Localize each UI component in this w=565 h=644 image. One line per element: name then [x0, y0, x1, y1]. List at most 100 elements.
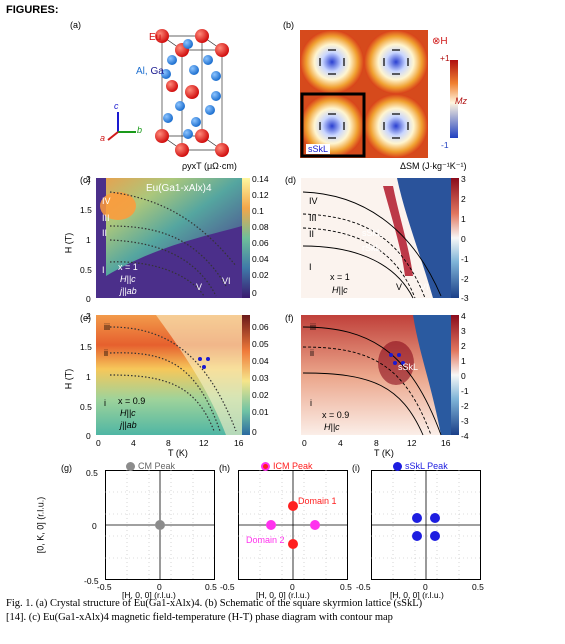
c-phase-iii: III [102, 213, 110, 223]
i-xtick-left: -0.5 [356, 582, 371, 592]
c-ytick-1.5: 1.5 [80, 205, 92, 215]
f-xtick-0: 0 [302, 438, 307, 448]
f-cbar-tick-4: 0 [461, 371, 466, 381]
c-cbar-tick-1: 0.12 [252, 190, 269, 200]
d-cbar-tick-6: -3 [461, 293, 469, 303]
panel-label-h: (h) [219, 463, 230, 473]
e-ylabel: H (T) [63, 368, 74, 390]
c-cbar-tick-5: 0.04 [252, 254, 269, 264]
c-phase-i: I [102, 265, 105, 275]
c-phase-iv: IV [102, 196, 111, 206]
axis-a-label: a [100, 133, 106, 143]
e-xlabel: T (K) [168, 448, 188, 458]
figures-heading: FIGURES: [6, 4, 59, 16]
i-xlabel: [H, 0, 0] (r.l.u.) [390, 590, 444, 600]
e-cbar-tick-6: 0 [252, 427, 257, 437]
e-ytick-0: 0 [86, 431, 91, 441]
d-note-x: x = 1 [330, 272, 350, 282]
h-xtick-right: 0.5 [340, 582, 352, 592]
f-xtick-8: 8 [374, 438, 379, 448]
figure-caption: Fig. 1. (a) Crystal structure of Eu(Ga1-… [6, 597, 559, 625]
d-cbar-tick-1: 2 [461, 194, 466, 204]
caption-line-2: [14]. (c) Eu(Ga1-xAlx)4 magnetic field-t… [6, 612, 393, 623]
c-phase-v: V [196, 282, 203, 292]
sskl-peak-legend: sSkL Peak [405, 461, 448, 471]
c-note-x: x = 1 [118, 262, 138, 272]
f-note-x: x = 0.9 [322, 410, 350, 420]
f-note-h: H||c [324, 422, 340, 432]
f-cbar-tick-3: 1 [461, 356, 466, 366]
g-xtick-left: -0.5 [97, 582, 112, 592]
f-xlabel: T (K) [374, 448, 394, 458]
d-phase-v: V [396, 282, 403, 292]
caption-line-1: Fig. 1. (a) Crystal structure of Eu(Ga1-… [6, 598, 423, 609]
c-note-j: j||ab [120, 286, 137, 296]
d-phase-sskl: sSkL [362, 228, 383, 238]
panel-e-heatmap [96, 315, 250, 435]
c-cbar-tick-0: 0.14 [252, 174, 269, 184]
f-phase-iii: iii [310, 322, 316, 332]
f-phase-ii: ii [310, 348, 314, 358]
f-cbar-tick-0: 4 [461, 311, 466, 321]
e-ytick-2: 2 [86, 311, 91, 321]
d-phase-i: I [309, 262, 312, 272]
h-xlabel: [H, 0, 0] (r.l.u.) [256, 590, 310, 600]
e-ytick-0.5: 0.5 [80, 402, 92, 412]
e-note-j: j||ab [120, 420, 137, 430]
panel-label-d: (d) [285, 175, 296, 185]
mz-cbar-top: +1 [440, 53, 450, 63]
e-xtick-4: 4 [131, 438, 136, 448]
g-ytick-bottom: -0.5 [84, 576, 99, 586]
c-cbar-tick-2: 0.1 [252, 206, 264, 216]
mz-cbar-bottom: -1 [441, 140, 449, 150]
c-ytick-2: 2 [86, 174, 91, 184]
d-phase-rskl: rSkL [362, 243, 381, 253]
f-cbar-tick-6: -2 [461, 401, 469, 411]
e-xtick-12: 12 [199, 438, 209, 448]
e-xtick-16: 16 [234, 438, 244, 448]
panel-label-c: (c) [80, 175, 91, 185]
panel-label-f: (f) [285, 313, 294, 323]
h-xtick-left: -0.5 [220, 582, 235, 592]
mz-cbar-label: Mz [455, 96, 467, 106]
panel-label-g: (g) [61, 463, 72, 473]
e-cbar-tick-0: 0.06 [252, 322, 269, 332]
d-cbar-tick-5: -2 [461, 274, 469, 284]
d-cbar-tick-2: 1 [461, 214, 466, 224]
panel-c-compound-title: Eu(Ga1-xAlx)4 [146, 183, 212, 194]
axis-b-label: b [137, 125, 143, 135]
c-ytick-0: 0 [86, 294, 91, 304]
g-ytick-mid: 0 [92, 521, 97, 531]
g-xtick-mid: 0 [157, 582, 162, 592]
cm-peak-marker [126, 462, 135, 471]
e-cbar-tick-2: 0.04 [252, 356, 269, 366]
icm-peak-marker [261, 462, 270, 471]
f-phase-sskl: sSkL [398, 362, 419, 372]
panel-label-a: (a) [70, 20, 81, 30]
e-cbar-tick-3: 0.03 [252, 373, 269, 383]
d-phase-vi: VI [420, 282, 429, 292]
f-cbar-tick-1: 3 [461, 326, 466, 336]
e-ytick-1.5: 1.5 [80, 342, 92, 352]
i-xtick-right: 0.5 [472, 582, 484, 592]
e-cbar-tick-4: 0.02 [252, 390, 269, 400]
e-phase-ii: ii [104, 348, 108, 358]
c-cbar-tick-6: 0.02 [252, 270, 269, 280]
c-phase-vi: VI [222, 276, 231, 286]
f-xtick-12: 12 [407, 438, 417, 448]
e-phase-iii: iii [104, 322, 110, 332]
d-note-h: H||c [332, 285, 348, 295]
c-cbar-tick-4: 0.06 [252, 238, 269, 248]
domain-1-label: Domain 1 [298, 496, 337, 506]
panel-label-e: (e) [80, 313, 91, 323]
d-phase-iii: III [309, 213, 317, 223]
panel-label-i: (i) [352, 463, 360, 473]
c-cbar-tick-7: 0 [252, 288, 257, 298]
e-note-x: x = 0.9 [118, 396, 146, 406]
icm-peak-legend: ICM Peak [273, 461, 313, 471]
sskl-region-label: sSkL [306, 144, 331, 154]
alga-atom-label: Al, Ga [136, 66, 164, 77]
panel-f-heatmap [301, 315, 459, 436]
cm-peak-legend: CM Peak [138, 461, 176, 471]
panel-g-plot [105, 470, 215, 580]
